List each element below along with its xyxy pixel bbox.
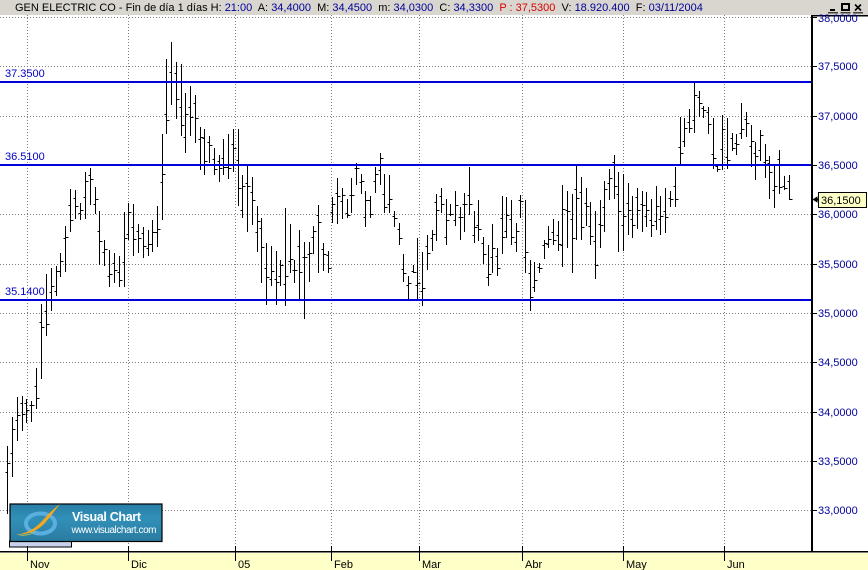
svg-text:36,1500: 36,1500 (821, 195, 861, 207)
svg-text:Nov: Nov (30, 559, 50, 570)
svg-text:May: May (626, 559, 647, 570)
svg-text:Mar: Mar (422, 559, 441, 570)
svg-text:34,0000: 34,0000 (818, 407, 858, 419)
svg-text:38,0000: 38,0000 (818, 13, 858, 25)
svg-text:33,0000: 33,0000 (818, 505, 858, 517)
svg-text:36,5000: 36,5000 (818, 160, 858, 172)
svg-text:35.1400: 35.1400 (5, 286, 45, 298)
svg-text:www.visualchart.com: www.visualchart.com (71, 525, 157, 536)
svg-text:37,5000: 37,5000 (818, 61, 858, 73)
svg-text:35,0000: 35,0000 (818, 308, 858, 320)
svg-text:33,5000: 33,5000 (818, 456, 858, 468)
svg-text:36,0000: 36,0000 (818, 209, 858, 221)
svg-text:37.3500: 37.3500 (5, 68, 45, 80)
svg-text:Visual Chart: Visual Chart (72, 510, 142, 524)
svg-text:35,5000: 35,5000 (818, 259, 858, 271)
svg-text:34,5000: 34,5000 (818, 357, 858, 369)
svg-text:05: 05 (238, 559, 250, 570)
svg-text:37,0000: 37,0000 (818, 111, 858, 123)
svg-text:Abr: Abr (525, 559, 542, 570)
svg-text:Dic: Dic (131, 559, 147, 570)
svg-text:36.5100: 36.5100 (5, 151, 45, 163)
svg-text:Feb: Feb (334, 559, 353, 570)
svg-text:Jun: Jun (727, 559, 745, 570)
svg-text:GEN ELECTRIC CO - Fin de día 1: GEN ELECTRIC CO - Fin de día 1 días H: 2… (15, 2, 703, 14)
